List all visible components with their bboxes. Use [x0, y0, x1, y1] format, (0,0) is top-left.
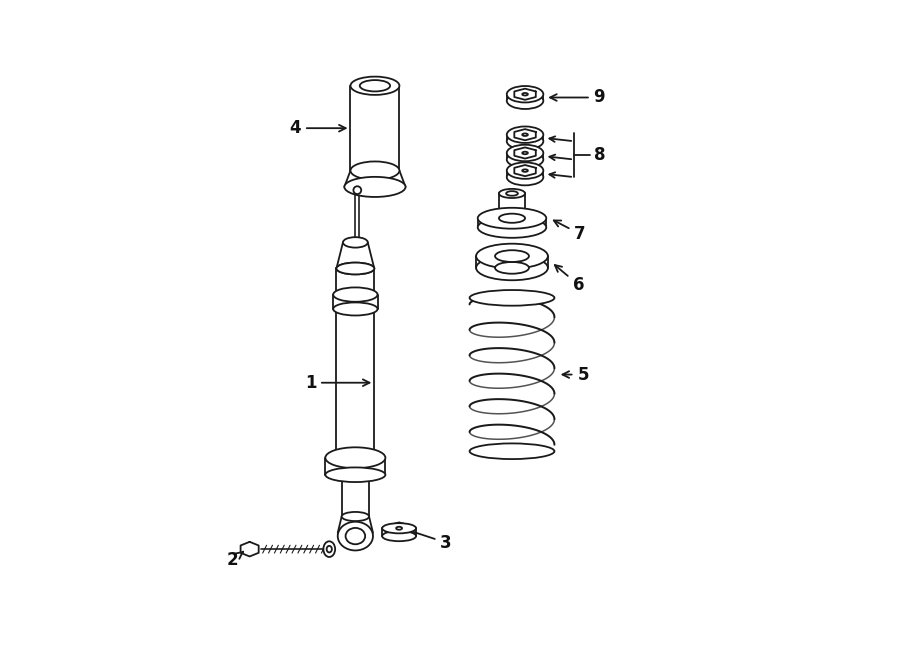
Text: 4: 4 [290, 119, 346, 137]
Ellipse shape [337, 289, 374, 301]
Ellipse shape [337, 452, 374, 463]
Ellipse shape [522, 152, 527, 154]
Ellipse shape [507, 169, 544, 185]
Ellipse shape [507, 133, 544, 149]
Text: 3: 3 [407, 529, 452, 552]
Ellipse shape [522, 134, 527, 136]
Ellipse shape [325, 467, 385, 482]
Ellipse shape [507, 145, 544, 161]
Ellipse shape [333, 288, 378, 302]
Ellipse shape [476, 255, 548, 280]
Ellipse shape [354, 186, 361, 194]
Ellipse shape [337, 262, 374, 274]
Text: 9: 9 [550, 89, 605, 106]
Ellipse shape [337, 303, 374, 315]
Ellipse shape [382, 523, 416, 533]
Ellipse shape [350, 77, 400, 95]
Ellipse shape [470, 444, 554, 459]
Ellipse shape [507, 151, 544, 168]
Ellipse shape [507, 126, 544, 143]
Ellipse shape [350, 161, 400, 180]
Ellipse shape [323, 541, 335, 557]
Ellipse shape [396, 527, 402, 529]
Ellipse shape [345, 177, 406, 197]
Ellipse shape [499, 214, 525, 223]
Ellipse shape [507, 93, 544, 109]
Ellipse shape [470, 290, 554, 305]
Ellipse shape [338, 522, 373, 551]
Text: 5: 5 [562, 366, 589, 383]
Ellipse shape [325, 447, 385, 468]
Ellipse shape [360, 80, 390, 91]
Ellipse shape [499, 189, 525, 198]
Ellipse shape [478, 208, 546, 229]
Ellipse shape [506, 191, 518, 196]
Ellipse shape [476, 244, 548, 268]
Ellipse shape [382, 531, 416, 541]
Text: 1: 1 [305, 373, 370, 392]
Ellipse shape [478, 217, 546, 238]
Ellipse shape [337, 262, 374, 274]
Ellipse shape [343, 237, 368, 248]
Ellipse shape [507, 86, 544, 102]
Text: 2: 2 [226, 551, 243, 569]
Text: 7: 7 [554, 221, 586, 243]
Ellipse shape [522, 169, 527, 172]
Text: 8: 8 [594, 146, 605, 165]
Ellipse shape [342, 470, 369, 479]
Ellipse shape [522, 93, 527, 95]
Ellipse shape [495, 251, 529, 262]
Text: 6: 6 [554, 265, 584, 293]
Ellipse shape [495, 262, 529, 274]
Ellipse shape [342, 512, 369, 521]
Ellipse shape [507, 163, 544, 179]
Ellipse shape [333, 303, 378, 315]
